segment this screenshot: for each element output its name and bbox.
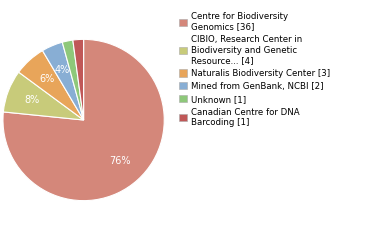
Legend: Centre for Biodiversity
Genomics [36], CIBIO, Research Center in
Biodiversity an: Centre for Biodiversity Genomics [36], C… [179, 12, 330, 127]
Text: 8%: 8% [25, 95, 40, 105]
Wedge shape [19, 51, 84, 120]
Wedge shape [73, 39, 84, 120]
Wedge shape [3, 39, 164, 201]
Text: 4%: 4% [55, 65, 70, 74]
Wedge shape [3, 72, 84, 120]
Wedge shape [62, 40, 84, 120]
Wedge shape [43, 42, 84, 120]
Text: 6%: 6% [39, 74, 54, 84]
Text: 76%: 76% [110, 156, 131, 166]
